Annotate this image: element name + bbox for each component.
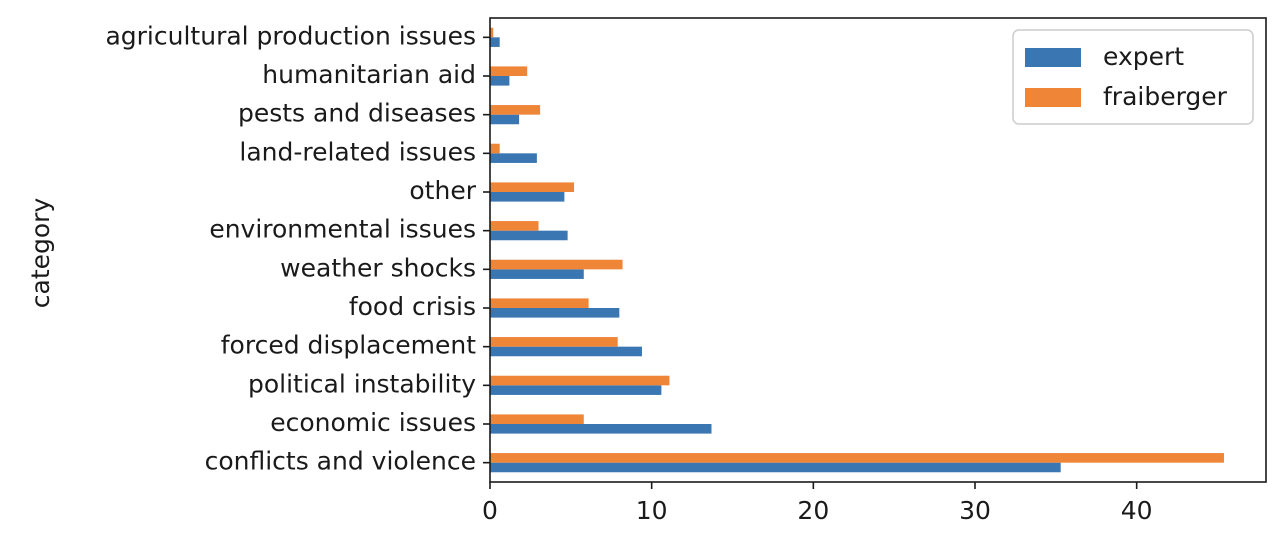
bar-fraiberger-food-crisis: [490, 298, 589, 308]
bar-expert-forced-displacement: [490, 346, 642, 357]
legend: expert fraiberger: [1012, 29, 1254, 125]
y-tick-label-humanitarian-aid: humanitarian aid: [262, 60, 476, 89]
x-ticks: 0 10 20 30 40: [482, 482, 1153, 525]
y-tick-label-political-instability: political instability: [248, 369, 476, 398]
x-tick-label-0: 0: [482, 496, 498, 525]
x-tick-label-40: 40: [1121, 496, 1153, 525]
bar-expert-other: [490, 192, 565, 202]
bar-expert-agricultural-production-issues: [490, 37, 500, 47]
y-tick-label-forced-displacement: forced displacement: [221, 331, 476, 360]
bar-expert-economic-issues: [490, 424, 712, 434]
bar-fraiberger-agricultural-production-issues: [490, 27, 494, 38]
bar-fraiberger-land-related-issues: [490, 143, 500, 154]
bar-fraiberger-conflicts-and-violence: [490, 453, 1224, 463]
bar-expert-environmental-issues: [490, 230, 568, 241]
bar-expert-weather-shocks: [490, 269, 584, 279]
legend-label-expert: expert: [1103, 42, 1184, 71]
bar-expert-political-instability: [490, 385, 662, 395]
x-tick-label-20: 20: [797, 496, 829, 525]
y-tick-label-conflicts-and-violence: conflicts and violence: [205, 447, 476, 476]
bar-fraiberger-pests-and-diseases: [490, 105, 541, 115]
bars-group: [490, 27, 1224, 473]
bar-fraiberger-humanitarian-aid: [490, 66, 528, 76]
bar-expert-conflicts-and-violence: [490, 462, 1061, 473]
y-tick-label-agricultural-production-issues: agricultural production issues: [105, 21, 476, 50]
legend-swatch-expert: [1025, 48, 1081, 67]
y-axis-title: category: [26, 198, 55, 309]
bar-fraiberger-forced-displacement: [490, 337, 618, 347]
y-tick-label-environmental-issues: environmental issues: [209, 215, 476, 244]
y-tick-label-pests-and-diseases: pests and diseases: [238, 99, 476, 128]
bar-fraiberger-environmental-issues: [490, 221, 539, 231]
y-tick-label-economic-issues: economic issues: [270, 408, 476, 437]
plot-frame: [489, 17, 1267, 483]
legend-swatch-fraiberger: [1025, 88, 1081, 107]
legend-label-fraiberger: fraiberger: [1103, 82, 1228, 111]
bar-expert-land-related-issues: [490, 153, 537, 163]
bar-fraiberger-political-instability: [490, 375, 670, 386]
bar-fraiberger-other: [490, 182, 575, 192]
y-ticks: conflicts and violence economic issues pol…: [105, 21, 490, 476]
bar-expert-humanitarian-aid: [490, 76, 510, 86]
y-tick-label-food-crisis: food crisis: [349, 292, 476, 321]
bar-expert-food-crisis: [490, 308, 620, 318]
x-tick-label-10: 10: [636, 496, 668, 525]
bar-expert-pests-and-diseases: [490, 114, 520, 125]
y-tick-label-other: other: [409, 176, 476, 205]
x-tick-label-30: 30: [959, 496, 991, 525]
y-tick-label-land-related-issues: land-related issues: [239, 137, 476, 166]
bar-fraiberger-economic-issues: [490, 414, 584, 424]
y-tick-label-weather-shocks: weather shocks: [280, 253, 476, 282]
bar-fraiberger-weather-shocks: [490, 259, 623, 270]
